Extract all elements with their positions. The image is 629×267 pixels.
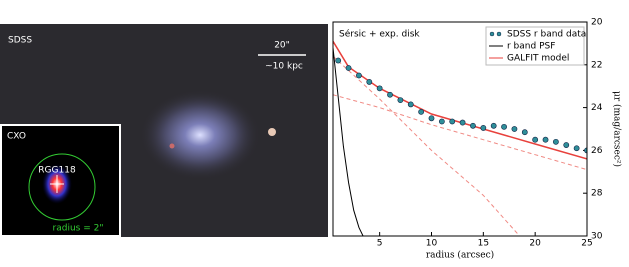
x-tick-label: 20 xyxy=(529,239,541,249)
data-point xyxy=(335,57,342,64)
data-point xyxy=(428,115,435,122)
legend-label: SDSS r band data xyxy=(507,30,586,40)
x-tick-label: 5 xyxy=(377,239,383,249)
data-point xyxy=(542,136,549,143)
y-tick-label: 26 xyxy=(591,146,603,156)
data-point xyxy=(470,122,476,129)
source-name: RGG118 xyxy=(38,166,76,176)
data-point xyxy=(366,79,373,85)
annotation: Sérsic + exp. disk xyxy=(339,29,420,40)
data-point xyxy=(480,125,487,131)
y-tick-label: 20 xyxy=(591,18,603,28)
legend-marker xyxy=(496,31,502,37)
data-point xyxy=(521,129,528,136)
x-axis-label: radius (arcsec) xyxy=(426,250,494,261)
data-point xyxy=(584,147,587,154)
data-point xyxy=(418,108,425,115)
galaxy xyxy=(140,90,260,180)
y-tick-label: 22 xyxy=(591,60,602,70)
data-point xyxy=(387,91,393,98)
image-label: SDSS xyxy=(8,36,32,46)
data-point xyxy=(438,118,445,125)
aperture-circle xyxy=(28,153,96,221)
star xyxy=(268,128,276,136)
data-point xyxy=(573,145,580,152)
legend-marker xyxy=(489,31,495,37)
data-point xyxy=(345,65,352,71)
x-tick-label: 15 xyxy=(478,239,489,249)
data-point xyxy=(397,97,404,104)
plot-frame xyxy=(332,21,588,237)
data-point xyxy=(552,138,559,145)
star xyxy=(169,143,175,149)
legend-label: GALFIT model xyxy=(507,54,569,64)
y-tick-label: 24 xyxy=(591,103,603,113)
x-tick-label: 25 xyxy=(581,239,592,249)
data-point xyxy=(356,72,362,79)
scale-length: ~10 kpc xyxy=(265,62,303,72)
component-line xyxy=(333,94,587,171)
legend-label: r band PSF xyxy=(507,42,555,52)
data-point xyxy=(459,119,466,126)
y-tick-label: 30 xyxy=(591,232,603,242)
x-tick-label: 10 xyxy=(426,239,438,249)
data-point xyxy=(563,142,570,148)
data-point xyxy=(490,122,497,129)
y-axis-label: μr (mag/arcsec²) xyxy=(612,91,623,167)
y-tick-label: 28 xyxy=(591,189,603,199)
data-point xyxy=(511,126,518,132)
data-point xyxy=(407,101,414,108)
inset-label: CXO xyxy=(7,132,26,142)
line xyxy=(333,47,364,236)
data-point xyxy=(449,118,456,125)
data-point xyxy=(532,136,539,143)
data-point xyxy=(501,123,507,130)
data-point xyxy=(376,85,383,92)
scale-angle: 20" xyxy=(274,41,290,51)
component-line xyxy=(333,55,520,236)
aperture-label: radius = 2" xyxy=(53,224,104,234)
chart: 5 10 15 20 25 20 22 24 26 28 30 SDSS r band data r b… xyxy=(332,18,623,261)
